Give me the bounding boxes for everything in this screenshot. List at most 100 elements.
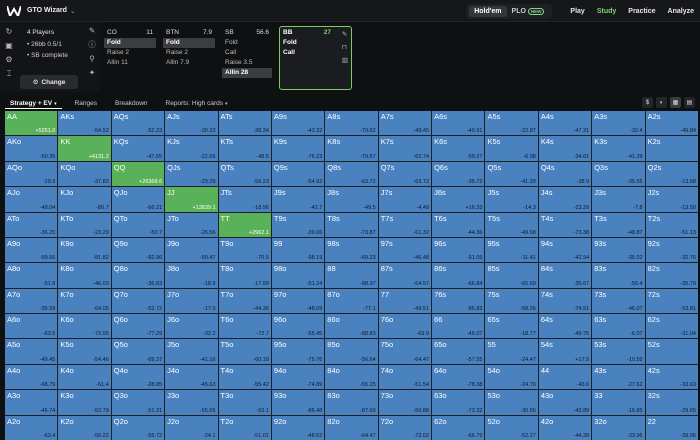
action-allin[interactable]: Allin 11 <box>107 59 128 66</box>
hand-cell[interactable]: J7o -17.0 <box>165 288 218 314</box>
hand-cell[interactable]: 53s -10.59 <box>592 339 645 364</box>
hand-cell[interactable]: T6o -72.7 <box>218 314 271 339</box>
mode-holdem[interactable]: Hold'em <box>469 5 507 17</box>
refresh-icon[interactable]: ↻ <box>5 27 13 36</box>
hand-cell[interactable]: KTs -48.5 <box>218 136 271 161</box>
hand-cell[interactable]: 95s -11.41 <box>485 237 538 263</box>
hand-cell[interactable]: 87s -64.57 <box>378 263 432 288</box>
hand-cell[interactable]: K9s -76.23 <box>271 136 325 161</box>
dollar-icon[interactable]: $ <box>642 97 653 108</box>
hand-cell[interactable]: T4o -55.42 <box>218 364 271 390</box>
hand-cell[interactable]: ATs -38.34 <box>218 111 271 136</box>
hand-cell[interactable]: AA +5251.0 <box>5 111 58 136</box>
hand-cell[interactable]: Q5s -41.29 <box>485 161 538 187</box>
tab-reports[interactable]: Reports: High cards ▾ <box>161 99 233 108</box>
hand-cell[interactable]: T9s -39.06 <box>271 212 325 237</box>
hand-cell[interactable]: 65s -18.77 <box>485 314 538 339</box>
hand-cell[interactable]: K5o -54.46 <box>58 339 111 364</box>
book-icon[interactable]: ▥ <box>341 57 348 64</box>
hand-cell[interactable]: K6o -73.95 <box>58 314 111 339</box>
nav-practice[interactable]: Practice <box>628 7 656 15</box>
hand-cell[interactable]: Q8s -63.72 <box>325 161 378 187</box>
hand-cell[interactable]: QJs -23.29 <box>165 161 218 187</box>
hand-cell[interactable]: 96o -55.45 <box>271 314 325 339</box>
hand-cell[interactable]: 85s -65.69 <box>485 263 538 288</box>
info-icon[interactable]: ⓘ <box>88 40 96 49</box>
hand-cell[interactable]: A2s -49.84 <box>645 111 698 136</box>
action-raise[interactable]: Raise 3.5 <box>225 59 253 66</box>
lock-icon[interactable]: ⚲ <box>89 54 95 63</box>
hand-cell[interactable]: 44 -43.6 <box>538 364 592 390</box>
grid-view-icon[interactable]: ▦ <box>670 97 681 108</box>
hand-cell[interactable]: J4s -23.29 <box>538 187 592 212</box>
hand-cell[interactable]: KTo -23.29 <box>58 212 111 237</box>
position-card-co[interactable]: CO 11 Fold Raise 2 Allin 11 <box>104 27 156 85</box>
logo-icon[interactable] <box>6 4 22 18</box>
hand-cell[interactable]: 62s -31.04 <box>645 314 698 339</box>
hand-cell[interactable]: 54s +17.5 <box>538 339 592 364</box>
hand-cell[interactable]: T5s -49.68 <box>485 212 538 237</box>
position-card-sb[interactable]: SB 56.6 Fold Call Raise 3.5 Allin 28 <box>222 27 272 85</box>
hand-cell[interactable]: J9s -42.7 <box>271 187 325 212</box>
hand-cell[interactable]: A7o -35.59 <box>5 288 58 314</box>
hand-cell[interactable]: 95o -75.76 <box>271 339 325 364</box>
hand-cell[interactable]: 75s -58.26 <box>485 288 538 314</box>
hand-cell[interactable]: K8s -79.57 <box>325 136 378 161</box>
hand-cell[interactable]: 52s <box>645 339 698 364</box>
hand-cell[interactable]: 73o -50.88 <box>378 390 432 415</box>
hand-cell[interactable]: 97o -48.09 <box>271 288 325 314</box>
hand-cell[interactable]: K7o -64.05 <box>58 288 111 314</box>
hand-cell[interactable]: KQs -47.65 <box>111 136 165 161</box>
tab-ranges[interactable]: Ranges <box>74 100 98 107</box>
hand-cell[interactable]: 84o -55.25 <box>325 364 378 390</box>
hand-cell[interactable]: 86o -88.83 <box>325 314 378 339</box>
hand-cell[interactable]: 64s -49.75 <box>538 314 592 339</box>
hand-cell[interactable]: 42s -33.63 <box>645 364 698 390</box>
hand-cell[interactable]: Q6s -35.72 <box>432 161 485 187</box>
hand-cell[interactable]: JTs -18.96 <box>218 187 271 212</box>
hand-cell[interactable]: 86s -66.84 <box>432 263 485 288</box>
hand-cell[interactable]: A3s -32.4 <box>592 111 645 136</box>
hand-cell[interactable]: T9o -70.5 <box>218 237 271 263</box>
action-raise[interactable]: Raise 2 <box>107 49 130 56</box>
action-raise[interactable]: Raise 2 <box>166 49 189 56</box>
hand-cell[interactable]: 83s -56.4 <box>592 263 645 288</box>
hand-cell[interactable]: T4s -73.38 <box>538 212 592 237</box>
hand-cell[interactable]: J6o -32.2 <box>165 314 218 339</box>
hand-cell[interactable]: A5s -22.87 <box>485 111 538 136</box>
hand-cell[interactable]: QJo -66.21 <box>111 187 165 212</box>
hand-cell[interactable]: T3s -48.87 <box>592 212 645 237</box>
hand-cell[interactable]: AJs -30.33 <box>165 111 218 136</box>
hand-cell[interactable]: J2o -24.1 <box>165 415 218 440</box>
hand-cell[interactable]: AJo -48.04 <box>5 187 58 212</box>
hand-cell[interactable]: J3s -7.8 <box>592 187 645 212</box>
hand-cell[interactable]: 52o -52.27 <box>485 415 538 440</box>
hand-cell[interactable]: QTs -56.23 <box>218 161 271 187</box>
hand-cell[interactable]: T7s -61.32 <box>378 212 432 237</box>
hand-cell[interactable]: K2s <box>645 136 698 161</box>
hand-cell[interactable]: 84s -35.67 <box>538 263 592 288</box>
hand-cell[interactable]: QTo -50.7 <box>111 212 165 237</box>
hand-cell[interactable]: J3o -55.65 <box>165 390 218 415</box>
hand-cell[interactable]: 75o -64.47 <box>378 339 432 364</box>
hand-cell[interactable]: K4o -61.4 <box>58 364 111 390</box>
hand-cell[interactable]: K7s -62.74 <box>378 136 432 161</box>
hand-cell[interactable]: Q8o -36.83 <box>111 263 165 288</box>
hand-cell[interactable]: Q5o -69.37 <box>111 339 165 364</box>
hand-cell[interactable]: J2s -13.50 <box>645 187 698 212</box>
pencil-icon[interactable]: ✎ <box>88 26 96 35</box>
hand-cell[interactable]: T5o -60.18 <box>218 339 271 364</box>
hand-cell[interactable]: 76o -69.9 <box>378 314 432 339</box>
hand-cell[interactable]: Q9s -54.92 <box>271 161 325 187</box>
hand-cell[interactable]: 94o -74.89 <box>271 364 325 390</box>
hand-cell[interactable]: A4s -47.31 <box>538 111 592 136</box>
hand-cell[interactable]: 62o -66.79 <box>432 415 485 440</box>
hand-cell[interactable]: K6s -59.27 <box>432 136 485 161</box>
hand-cell[interactable]: JTo -26.56 <box>165 212 218 237</box>
hand-cell[interactable]: 65o -57.55 <box>432 339 485 364</box>
hand-cell[interactable]: 74s -74.51 <box>538 288 592 314</box>
hand-cell[interactable]: Q7o -52.72 <box>111 288 165 314</box>
action-allin[interactable]: Allin 28 <box>222 68 272 78</box>
hand-cell[interactable]: 76s -86.83 <box>432 288 485 314</box>
hand-cell[interactable]: 53o -30.56 <box>485 390 538 415</box>
